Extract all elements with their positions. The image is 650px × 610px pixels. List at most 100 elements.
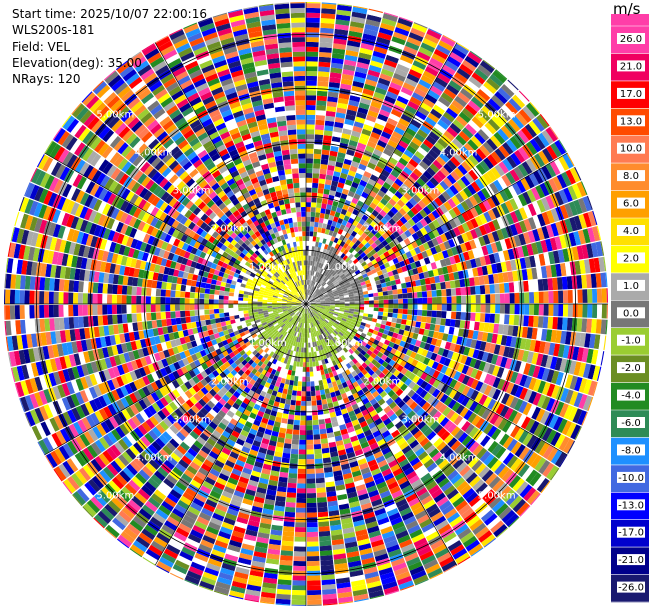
velocity-gate (369, 157, 379, 166)
velocity-gate (319, 298, 325, 301)
velocity-gate (378, 307, 384, 312)
velocity-gate (448, 208, 457, 219)
velocity-gate (388, 113, 400, 122)
velocity-gate (348, 313, 354, 317)
velocity-gate (346, 45, 360, 53)
velocity-gate (545, 329, 553, 342)
velocity-gate (509, 224, 519, 236)
velocity-gate (446, 265, 453, 274)
velocity-gate (416, 83, 429, 94)
velocity-gate (477, 89, 491, 102)
velocity-gate (379, 253, 386, 260)
velocity-gate (427, 240, 435, 249)
velocity-gate (370, 131, 381, 140)
velocity-gate (590, 242, 599, 258)
velocity-gate (313, 266, 316, 272)
velocity-gate (384, 221, 393, 229)
velocity-gate (337, 97, 349, 105)
velocity-gate (435, 282, 442, 290)
velocity-gate (286, 394, 292, 400)
velocity-gate (505, 335, 513, 347)
velocity-gate (344, 54, 358, 62)
velocity-gate (344, 118, 355, 126)
velocity-gate (517, 163, 529, 177)
velocity-gate (342, 277, 348, 282)
velocity-gate (410, 206, 419, 215)
velocity-gate (421, 310, 428, 317)
velocity-gate (293, 419, 300, 426)
velocity-gate (333, 311, 339, 315)
velocity-gate (385, 266, 392, 273)
velocity-gate (354, 309, 360, 313)
velocity-gate (506, 155, 518, 169)
velocity-gate (358, 258, 365, 264)
velocity-gate (488, 274, 495, 284)
velocity-gate (340, 208, 348, 216)
velocity-gate (422, 242, 430, 251)
velocity-gate (381, 68, 394, 78)
velocity-gate (332, 247, 338, 254)
velocity-gate (455, 134, 467, 146)
velocity-gate (367, 238, 375, 246)
velocity-gate (511, 115, 525, 129)
velocity-gate (504, 238, 513, 250)
velocity-gate (320, 307, 325, 309)
velocity-gate (538, 291, 544, 304)
velocity-gate (426, 29, 442, 40)
velocity-gate (315, 212, 321, 218)
velocity-gate (391, 194, 400, 203)
velocity-gate (292, 429, 300, 435)
velocity-gate (306, 400, 312, 406)
velocity-gate (372, 272, 379, 278)
velocity-gate (330, 145, 339, 152)
velocity-gate (435, 156, 447, 167)
velocity-gate (306, 153, 314, 159)
velocity-gate (357, 229, 364, 236)
velocity-gate (387, 210, 395, 218)
velocity-gate (336, 239, 343, 245)
velocity-gate (474, 227, 483, 238)
velocity-gate (542, 278, 549, 291)
velocity-gate (286, 492, 297, 498)
velocity-gate (351, 284, 357, 289)
velocity-gate (346, 274, 353, 280)
velocity-gate (320, 433, 328, 440)
velocity-gate (529, 101, 540, 114)
velocity-gate (318, 285, 323, 290)
velocity-gate (323, 135, 332, 141)
velocity-gate (283, 447, 291, 454)
velocity-gate (290, 399, 296, 406)
velocity-gate (483, 223, 492, 234)
velocity-gate (307, 265, 310, 271)
velocity-gate (310, 302, 316, 304)
velocity-gate (308, 296, 313, 301)
velocity-gate (309, 298, 315, 302)
velocity-gate (306, 240, 310, 246)
velocity-gate (313, 294, 318, 298)
velocity-gate (295, 527, 306, 533)
velocity-gate (342, 163, 351, 170)
velocity-gate (355, 116, 366, 124)
velocity-gate (463, 142, 475, 154)
velocity-gate (306, 415, 313, 421)
velocity-gate (476, 247, 484, 257)
velocity-gate (388, 218, 396, 226)
velocity-gate (426, 310, 432, 317)
velocity-gate (306, 90, 317, 96)
velocity-gate (314, 297, 320, 300)
velocity-gate (289, 458, 298, 464)
velocity-gate (353, 292, 359, 297)
velocity-gate (424, 277, 431, 285)
velocity-gate (403, 330, 410, 337)
velocity-gate (457, 224, 466, 235)
velocity-gate (317, 278, 321, 283)
velocity-gate (363, 310, 369, 314)
velocity-gate (431, 145, 442, 156)
velocity-gate (416, 266, 424, 274)
velocity-gate (432, 228, 440, 238)
velocity-gate (432, 297, 438, 304)
velocity-gate (403, 237, 411, 246)
velocity-gate (312, 286, 316, 292)
velocity-gate (306, 294, 308, 300)
velocity-gate (372, 252, 380, 259)
